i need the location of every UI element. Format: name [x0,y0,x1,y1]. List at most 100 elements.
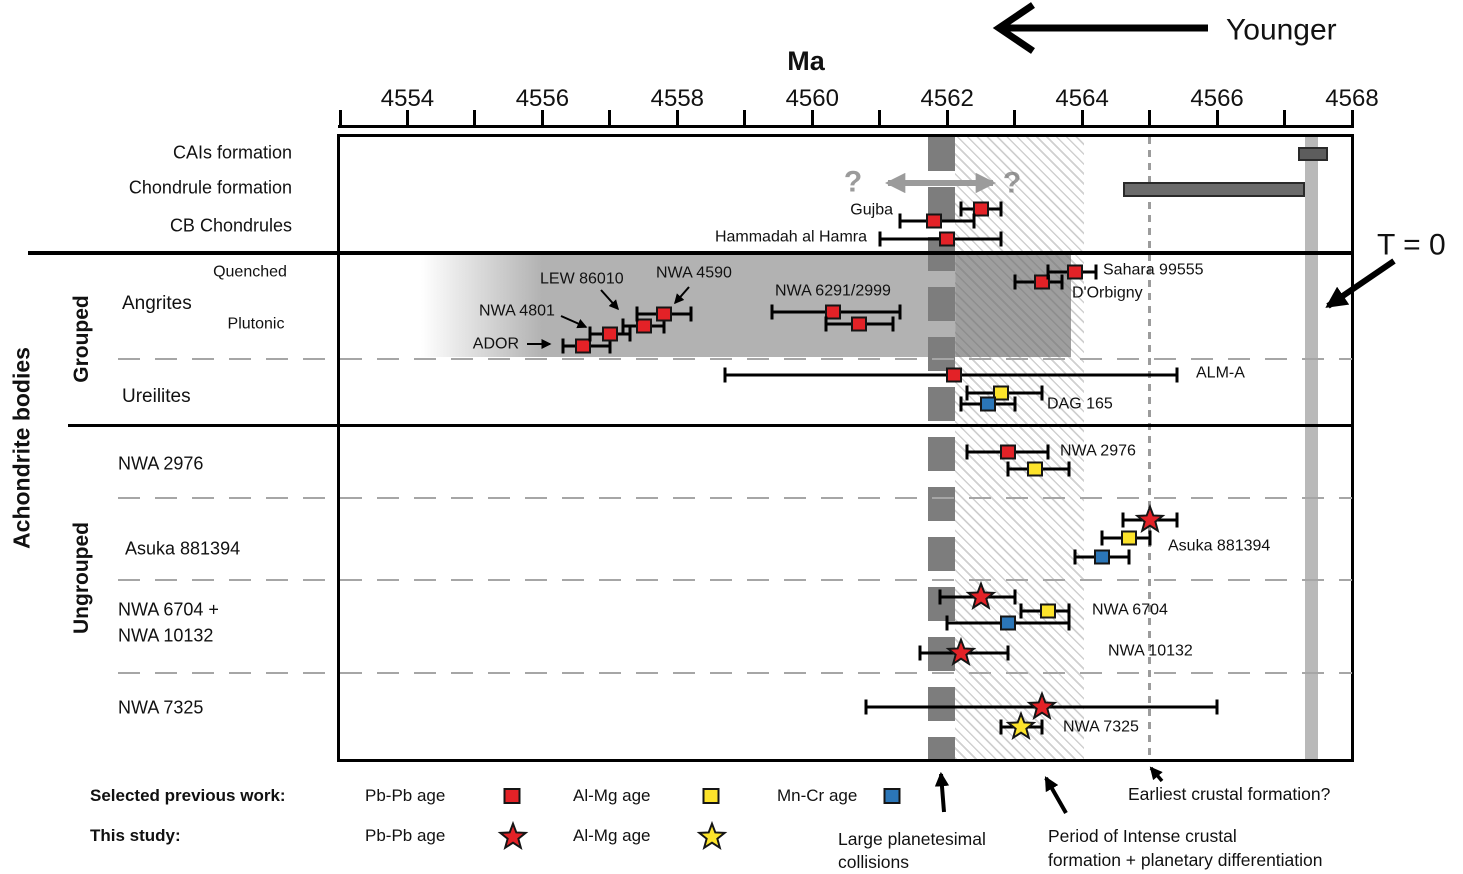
x-tick [473,110,477,127]
dag-165-al-mg-errorbar-cap [965,385,969,401]
nwa-6291-2999-pb-pb-marker [851,316,868,332]
angrite-duration-band [420,253,1071,357]
x-tick [338,110,342,127]
nwa-6291-2999-pb-pb-errorbar-cap [770,304,774,320]
nwa-2976-pb-pb-errorbar-cap [965,444,969,460]
question-mark-left: ? [843,165,863,199]
intense-crustal-text-line2: formation + planetary differentiation [1048,849,1323,870]
point-label-nwa-4801: NWA 4801 [479,302,555,320]
earliest-crustal-text: Earliest crustal formation? [1128,783,1331,804]
point-label-lew-86010: LEW 86010 [540,270,624,288]
nwa-10132-pb-pb-errorbar-cap [918,645,922,661]
point-label-nwa-10132: NWA 10132 [1108,642,1193,660]
gujba-pb-pb-marker [972,201,989,217]
nwa-10132-pb-pb-errorbar-cap [1006,645,1010,661]
nwa-7325-pb-pb-errorbar-cap [1215,699,1219,715]
ador-pb-pb-marker [574,338,591,354]
nwa-6291-2999-pb-pb-errorbar-cap [824,316,828,332]
x-axis-title: Ma [787,45,825,76]
asuka-881394-mn-cr-marker [1094,549,1111,565]
point-label-asuka-881394: Asuka 881394 [1168,537,1271,555]
nwa-6704-al-mg-errorbar-cap [1019,603,1023,619]
asuka-881394-al-mg-marker [1121,530,1138,546]
legend-al-mg-age-study-swatch [696,820,728,851]
x-tick [945,110,949,127]
legend-al-mg-age-study-label: Al-Mg age [573,826,651,846]
nwa-4590-pb-pb-errorbar-cap [635,306,639,322]
sahara-99555-pb-pb-errorbar-cap [1046,264,1050,280]
intense-crustal-formation-band [955,137,1085,759]
nwa-6291-2999-pb-pb-errorbar-cap [898,304,902,320]
dag-165-mn-cr-errorbar-cap [1013,396,1017,412]
lew-86010-pb-pb-errorbar-cap [662,318,666,334]
lew-86010-pb-pb-errorbar-cap [621,318,625,334]
gujba-pb-pb-errorbar-cap [898,213,902,229]
dag-165-mn-cr-marker [979,396,996,412]
gujba-pb-pb-errorbar-cap [959,201,963,217]
asuka-881394-mn-cr-errorbar-cap [1127,549,1131,565]
lew-86010-pb-pb-marker [635,318,652,334]
x-tick-label: 4562 [920,85,974,112]
point-label-sahara-99555: Sahara 99555 [1103,261,1204,279]
x-tick [1080,110,1084,127]
x-tick-label: 4566 [1190,85,1244,112]
nwa-2976-al-mg-errorbar-cap [1067,461,1071,477]
row-label-quenched: Quenched [213,263,287,281]
alm-a-pb-pb-errorbar-cap [1175,367,1179,383]
legend-mn-cr-age-previous-label: Mn-Cr age [777,786,858,806]
row-label-nwa-2976: NWA 2976 [118,453,204,474]
nwa-4590-pb-pb-errorbar-cap [689,306,693,322]
row-label-nwa-10132: NWA 10132 [118,625,214,646]
sahara-99555-pb-pb-marker [1067,264,1084,280]
alm-a-pb-pb-errorbar-cap [723,367,727,383]
legend-mn-cr-age-previous-swatch [883,788,901,804]
nwa-7325-pb-pb-errorbar-cap [864,699,868,715]
row-label-cb-chondrules: CB Chondrules [169,215,292,236]
legend-pb-pb-age-study-label: Pb-Pb age [365,826,446,846]
ador-pb-pb-errorbar-cap [561,338,565,354]
gujba-pb-pb-errorbar-cap [972,213,976,229]
nwa-4801-pb-pb-marker [601,326,618,342]
asuka-881394-pb-pb-errorbar-cap [1175,512,1179,528]
x-tick [1148,110,1152,127]
row-separator-dashed-0 [118,358,1352,360]
legend-pb-pb-age-previous-label: Pb-Pb age [365,786,446,806]
nwa-2976-pb-pb-marker [999,444,1016,460]
nwa-4801-pb-pb-errorbar-cap [628,326,632,342]
dag-165-al-mg-errorbar-cap [1040,385,1044,401]
gujba-pb-pb-marker [925,213,942,229]
x-tick-label: 4556 [515,85,570,112]
t0-line [1305,137,1319,759]
x-tick [675,110,679,127]
sahara-99555-pb-pb-errorbar-cap [1094,264,1098,280]
gujba-pb-pb-errorbar-cap [999,201,1003,217]
asuka-881394-pb-pb-marker [1134,503,1165,534]
asuka-881394-al-mg-errorbar-cap [1100,530,1104,546]
asuka-881394-al-mg-errorbar-cap [1148,530,1152,546]
nwa-6704-al-mg-errorbar-cap [1067,603,1071,619]
dag-165-al-mg-marker [993,385,1010,401]
intense-crustal-text-line1: Period of Intense crustal [1048,825,1237,846]
row-label-angrites: Angrites [122,293,192,315]
d-orbigny-pb-pb-errorbar-cap [1013,274,1017,290]
large-collisions-text-line1: Large planetesimal [838,828,986,849]
legend-this-study-label: This study: [90,826,181,846]
large-collisions-text-line2: collisions [838,851,909,872]
x-tick-label: 4558 [650,85,705,112]
x-tick [743,110,747,127]
d-orbigny-pb-pb-errorbar-cap [1060,274,1064,290]
point-label-nwa-6291-2999: NWA 6291/2999 [775,282,891,300]
x-axis-line [338,125,1354,128]
nwa-6704-pb-pb-marker [965,580,997,611]
row-separator-dashed-2 [118,579,1352,581]
question-mark-right: ? [1003,167,1021,199]
asuka-881394-mn-cr-errorbar-cap [1073,549,1077,565]
x-tick [1283,110,1287,127]
nwa-6704-mn-cr-marker [999,615,1016,631]
x-tick [1013,110,1017,127]
nwa-4590-pb-pb-marker [655,306,672,322]
nwa-6704-pb-pb-errorbar-cap [1013,589,1017,605]
alm-a-pb-pb-marker [945,367,962,383]
x-tick [878,110,882,127]
